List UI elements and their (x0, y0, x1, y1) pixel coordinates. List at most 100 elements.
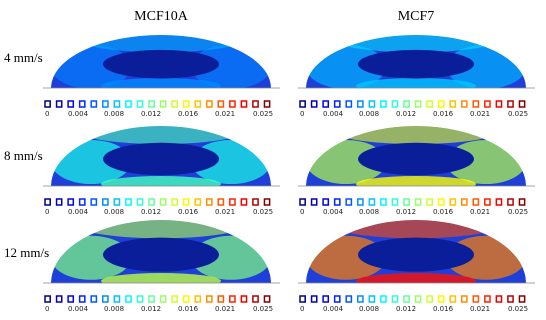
colorbar-cell (113, 100, 121, 108)
colorbar-tick-label: 0.016 (178, 208, 199, 216)
colorbar-cell (102, 295, 109, 303)
flow-region (356, 273, 476, 283)
colorbar-cell (357, 100, 364, 108)
colorbar-cell (368, 100, 376, 108)
colorbar-tick-label: 0 (300, 208, 304, 216)
colorbar-cell (414, 295, 422, 303)
colorbar-cell (333, 198, 341, 206)
colorbar-tick-label: 0.016 (433, 110, 454, 118)
colorbar-cell (460, 198, 468, 206)
colorbar-cell (205, 198, 213, 206)
colorbar-cell (518, 100, 526, 108)
colorbar-cell (380, 295, 387, 303)
colorbar-cell (182, 295, 190, 303)
colorbar-cell (263, 100, 271, 108)
colorbar-cell (148, 295, 155, 303)
colorbar-cell (403, 100, 410, 108)
colorbar-cell (205, 295, 213, 303)
colorbar-cell (437, 198, 445, 206)
colorbar-cell (90, 295, 98, 303)
colorbar-cell (67, 198, 75, 206)
colorbar-cell (449, 198, 457, 206)
colorbar-cell (102, 198, 109, 206)
colorbar-cell (368, 198, 376, 206)
colorbar-cell (229, 198, 236, 206)
colorbar-cell (159, 295, 167, 303)
colorbar-cell (229, 295, 236, 303)
colorbar-cell (322, 198, 330, 206)
colorbar-cell (171, 198, 178, 206)
colorbar-tick-label: 0.012 (141, 208, 161, 216)
colorbar-cell (391, 295, 399, 303)
colorbar-cell (484, 198, 491, 206)
colorbar-tick-label: 0.008 (359, 110, 379, 118)
colorbar-tick-label: 0.012 (396, 305, 416, 313)
colorbar-cell (507, 295, 514, 303)
colorbar-cell (495, 295, 503, 303)
simulation-panel (306, 35, 526, 88)
colorbar-cell (357, 295, 364, 303)
cell-core (103, 237, 219, 272)
colorbar-cell (113, 295, 121, 303)
colorbar-cell (437, 295, 445, 303)
colorbar-tick-label: 0.012 (396, 110, 416, 118)
colorbar-cell (414, 198, 422, 206)
colorbar-tick-label: 0.021 (215, 208, 235, 216)
colorbar-tick-label: 0.025 (508, 305, 528, 313)
colorbar-cell (484, 295, 491, 303)
colorbar-tick-label: 0.008 (359, 305, 379, 313)
colorbar-tick-label: 0.025 (253, 305, 273, 313)
simulation-panel (306, 126, 526, 186)
colorbar-cell (507, 198, 514, 206)
flow-region (81, 35, 241, 53)
colorbar-tick-label: 0.004 (323, 305, 344, 313)
colorbar-cell (449, 295, 457, 303)
colorbar-cell (90, 100, 98, 108)
colorbar-cell (252, 100, 259, 108)
colorbar-tick-label: 0.004 (68, 110, 89, 118)
colorbar-cell (299, 198, 306, 206)
colorbar-tick-label: 0.008 (104, 305, 124, 313)
column-header: MCF10A (134, 9, 189, 24)
cell-core (358, 49, 474, 79)
colorbar-cell (391, 100, 399, 108)
colorbar-cell (507, 100, 514, 108)
colorbar-cell (357, 198, 364, 206)
colorbar-cell (263, 198, 271, 206)
colorbar-cell (460, 100, 468, 108)
colorbar-cell (205, 100, 213, 108)
colorbar-cell (252, 295, 259, 303)
row-label: 8 mm/s (4, 148, 43, 163)
colorbar-tick-label: 0.021 (470, 208, 490, 216)
colorbar-cell (171, 295, 178, 303)
colorbar-cell (403, 198, 410, 206)
flow-region (356, 78, 476, 88)
colorbar-cell (322, 295, 330, 303)
colorbar-tick-label: 0.004 (68, 305, 89, 313)
colorbar-cell (44, 100, 51, 108)
colorbar-cell (67, 100, 75, 108)
colorbar-cell (136, 295, 144, 303)
colorbar-tick-label: 0.004 (323, 208, 344, 216)
colorbar-tick-label: 0.008 (104, 208, 124, 216)
colorbar-cell (44, 295, 51, 303)
flow-region (101, 176, 221, 186)
colorbar-cell (426, 198, 433, 206)
colorbar-cell (310, 295, 318, 303)
colorbar-cell (148, 100, 155, 108)
colorbar-cell (414, 100, 422, 108)
colorbar-tick-label: 0.021 (470, 305, 490, 313)
flow-region (81, 220, 241, 239)
colorbar-cell (345, 198, 353, 206)
flow-region (356, 176, 476, 186)
colorbar-cell (472, 198, 480, 206)
colorbar-cell (55, 100, 63, 108)
colorbar-tick-label: 0.012 (141, 305, 161, 313)
colorbar-cell (310, 198, 318, 206)
colorbar-tick-label: 0.016 (178, 110, 199, 118)
colorbar-cell (263, 295, 271, 303)
colorbar-cell (472, 100, 480, 108)
colorbar-cell (125, 295, 132, 303)
colorbar-cell (171, 100, 178, 108)
